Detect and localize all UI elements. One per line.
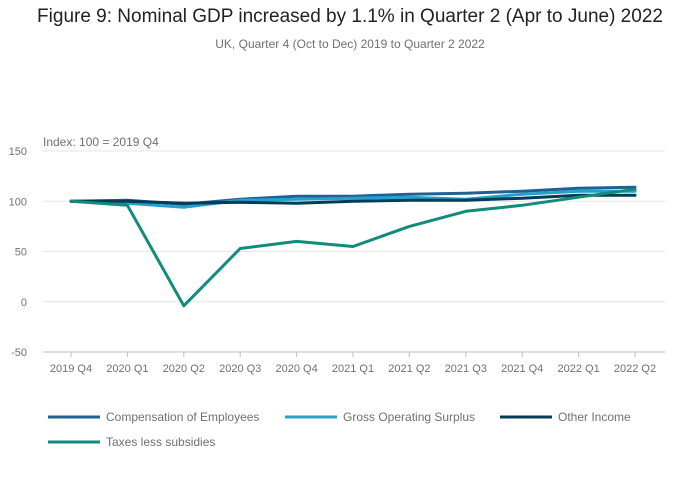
y-axis-title: Index: 100 = 2019 Q4: [43, 135, 159, 149]
y-tick-label: -50: [11, 347, 27, 359]
x-tick-label: 2022 Q1: [557, 363, 599, 375]
x-tick-label: 2020 Q4: [275, 363, 317, 375]
x-tick-label: 2021 Q4: [501, 363, 543, 375]
legend-label: Taxes less subsidies: [106, 435, 215, 449]
x-tick-label: 2022 Q2: [614, 363, 656, 375]
series-line-3: [69, 193, 637, 205]
y-tick-label: 50: [15, 247, 27, 259]
x-tick-label: 2020 Q1: [106, 363, 148, 375]
x-axis: 2019 Q4 2020 Q1 2020 Q2 2020 Q3 2020 Q4 2021 …: [50, 352, 656, 375]
y-axis: -50 0 50 100 150: [9, 146, 27, 359]
chart-title: Figure 9: Nominal GDP increased by 1.1% …: [37, 6, 663, 27]
chart-subtitle: UK, Quarter 4 (Oct to Dec) 2019 to Quart…: [215, 37, 485, 51]
legend-label: Other Income: [558, 410, 631, 424]
x-tick-label: 2020 Q2: [163, 363, 205, 375]
legend-label: Gross Operating Surplus: [343, 410, 475, 424]
series-line-2: [69, 189, 637, 209]
series-line-4: [69, 187, 637, 308]
series-layer: [69, 185, 637, 308]
x-tick-label: 2020 Q3: [219, 363, 261, 375]
x-tick-label: 2019 Q4: [50, 363, 92, 375]
x-tick-label: 2021 Q3: [445, 363, 487, 375]
legend-label: Compensation of Employees: [106, 410, 259, 424]
grid-layer: [43, 150, 665, 353]
y-tick-label: 150: [9, 146, 27, 158]
legend: Compensation of Employees Gross Operating…: [48, 410, 631, 449]
x-tick-label: 2021 Q1: [332, 363, 374, 375]
y-tick-label: 0: [21, 297, 27, 309]
y-tick-label: 100: [9, 196, 27, 208]
x-tick-label: 2021 Q2: [388, 363, 430, 375]
